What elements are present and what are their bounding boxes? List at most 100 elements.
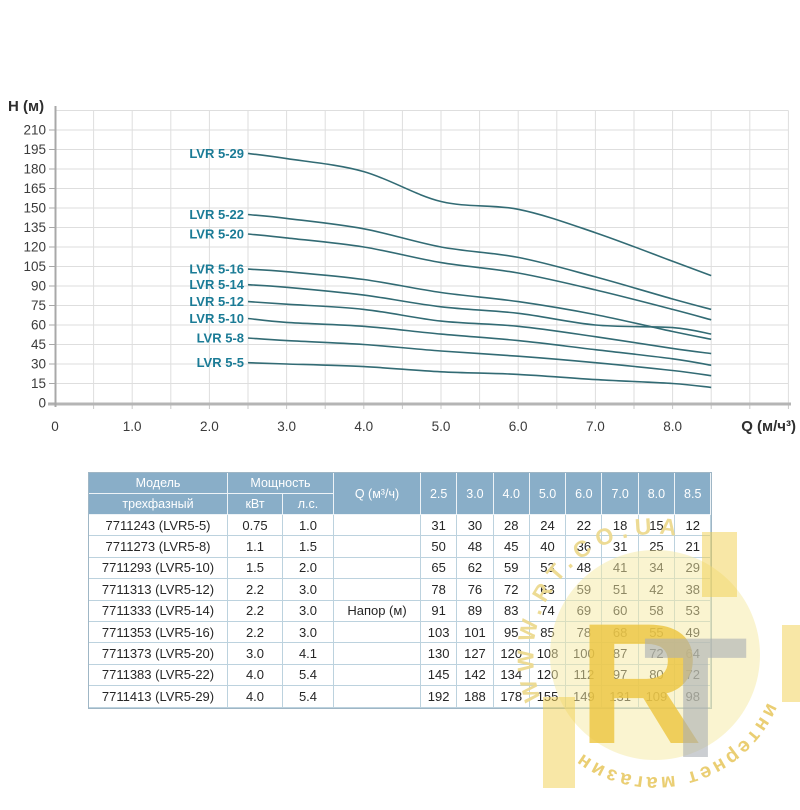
head-value-cell: 36 [566,536,603,558]
kw-cell: 2.2 [228,621,283,644]
y-tick-label: 150 [23,201,46,216]
head-value-cell: 30 [457,515,494,537]
head-value-cell: 42 [638,579,676,601]
kw-cell: 2.2 [228,600,283,622]
head-value-cell: 60 [602,600,639,622]
kw-cell: 4.0 [228,686,283,708]
head-value-cell: 72 [675,664,712,687]
x-tick-label: 5.0 [432,419,451,434]
model-cell: 7711293 (LVR5-10) [89,557,228,580]
hp-cell: 4.1 [283,643,334,665]
head-value-cell: 22 [566,515,603,537]
head-value-cell: 40 [529,536,567,558]
x-tick-label: 1.0 [123,419,142,434]
header-q-8.0: 8.0 [638,473,676,515]
hp-cell: 3.0 [283,600,334,622]
watermark-ring-text-bottom: интернет магазин [570,700,783,794]
axes: 0 15 30 45 60 75 90 105 120 135 150 165 180 195 210 0 1.… [8,98,796,435]
q-spacer-cell [334,536,421,558]
head-value-cell: 120 [529,664,567,687]
head-value-cell: 38 [675,579,712,601]
curve-label: LVR 5-20 [189,227,244,242]
hp-cell: 1.0 [283,515,334,537]
head-value-cell: 142 [457,664,494,687]
kw-cell: 2.2 [228,579,283,601]
q-spacer-cell [334,664,421,687]
head-value-cell: 103 [421,621,458,644]
header-q: Q (м³/ч) [334,473,421,515]
head-value-cell: 80 [638,664,676,687]
y-tick-label: 90 [31,279,46,294]
header-q-5.0: 5.0 [529,473,567,515]
model-cell: 7711243 (LVR5-5) [89,515,228,537]
hp-cell: 2.0 [283,557,334,580]
kw-cell: 3.0 [228,643,283,665]
head-value-cell: 48 [457,536,494,558]
y-tick-label: 45 [31,337,46,352]
x-tick-label: 2.0 [200,419,219,434]
head-value-cell: 83 [493,600,530,622]
curve-lvr-5-20 [247,233,712,321]
head-value-cell: 50 [421,536,458,558]
head-value-cell: 134 [493,664,530,687]
hp-cell: 5.4 [283,664,334,687]
header-q-7.0: 7.0 [602,473,639,515]
curve-label: LVR 5-12 [189,294,244,309]
head-value-cell: 192 [421,686,458,708]
header-kw: кВт [228,494,283,515]
y-tick-label: 30 [31,357,46,372]
watermark-fragment-right [782,625,800,702]
head-value-cell: 155 [529,686,567,708]
head-value-cell: 85 [529,621,567,644]
q-spacer-cell [334,557,421,580]
y-axis-title: H (м) [8,98,44,115]
y-tick-label: 180 [23,162,46,177]
head-value-cell: 15 [638,515,676,537]
header-q-6.0: 6.0 [566,473,603,515]
q-spacer-cell [334,643,421,665]
head-value-cell: 41 [602,557,639,580]
curve-lvr-5-12 [247,300,712,355]
header-q-8.5: 8.5 [675,473,712,515]
y-tick-label: 210 [23,123,46,138]
head-value-cell: 131 [602,686,639,708]
hp-cell: 5.4 [283,686,334,708]
curve-lvr-5-8 [247,337,712,377]
head-value-cell: 87 [602,643,639,665]
curve-lvr-5-16 [247,268,712,341]
q-spacer-cell [334,515,421,537]
curve-lvr-5-10 [247,317,712,367]
kw-cell: 1.1 [228,536,283,558]
x-tick-label: 0 [51,419,59,434]
head-value-cell: 34 [638,557,676,580]
head-value-cell: 53 [529,557,567,580]
model-cell: 7711333 (LVR5-14) [89,600,228,622]
curve-label: LVR 5-16 [189,262,244,277]
y-tick-label: 105 [23,259,46,274]
model-cell: 7711373 (LVR5-20) [89,643,228,665]
curve-lvr-5-14 [247,283,712,335]
head-value-cell: 69 [566,600,603,622]
x-tick-label: 8.0 [663,419,682,434]
head-value-cell: 53 [675,600,712,622]
head-value-cell: 101 [457,621,494,644]
head-value-cell: 63 [529,579,567,601]
kw-cell: 0.75 [228,515,283,537]
header-model: Модель [89,473,228,494]
head-value-cell: 95 [493,621,530,644]
hp-cell: 3.0 [283,579,334,601]
head-value-cell: 130 [421,643,458,665]
head-value-cell: 59 [493,557,530,580]
model-cell: 7711273 (LVR5-8) [89,536,228,558]
curve-label: LVR 5-5 [197,355,244,370]
header-power: Мощность [228,473,334,494]
head-value-cell: 91 [421,600,458,622]
header-q-2.5: 2.5 [421,473,458,515]
y-tick-label: 135 [23,220,46,235]
grid [55,110,789,409]
header-q-4.0: 4.0 [493,473,530,515]
x-tick-label: 3.0 [277,419,296,434]
head-value-cell: 178 [493,686,530,708]
y-tick-label: 15 [31,376,46,391]
